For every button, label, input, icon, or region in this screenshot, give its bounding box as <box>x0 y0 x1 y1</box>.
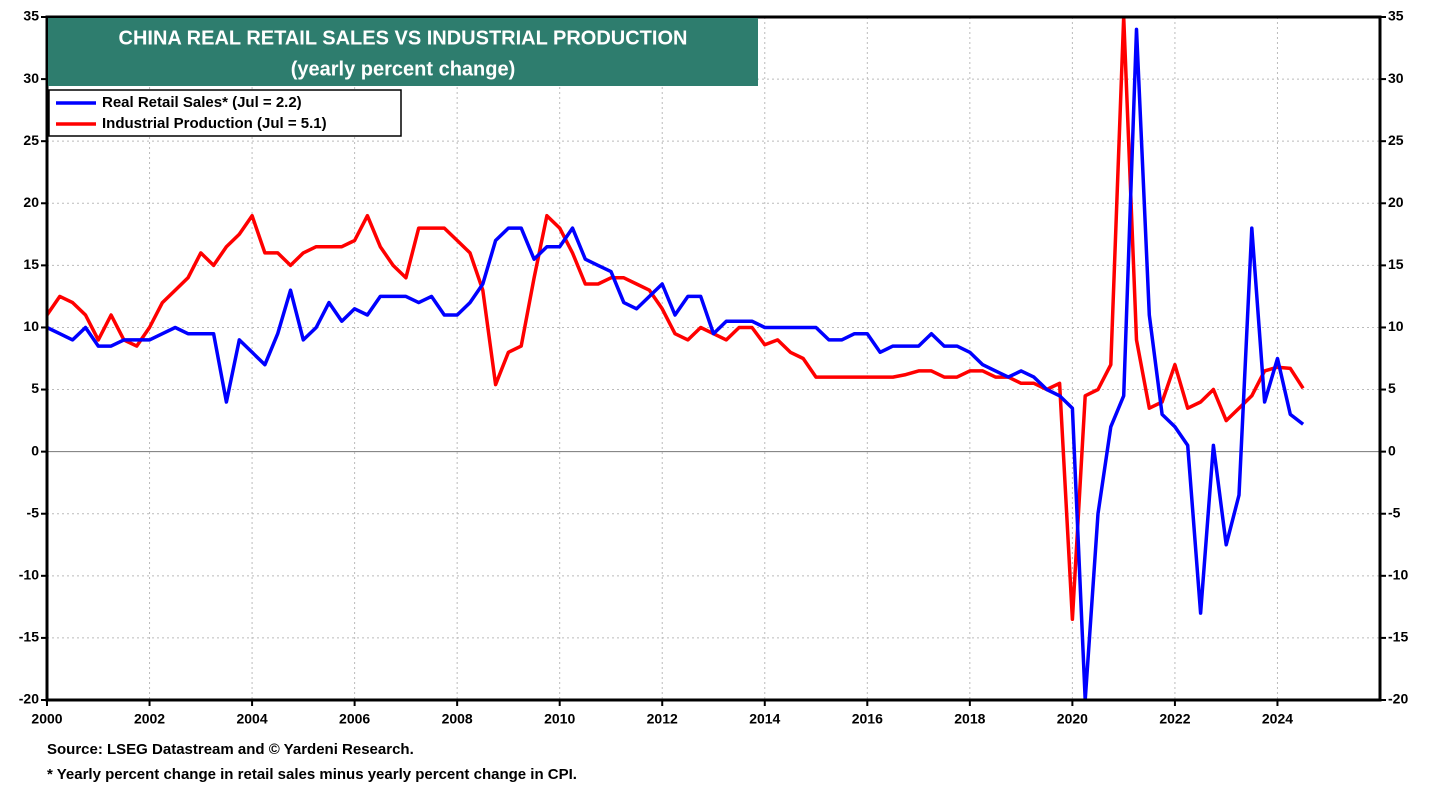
x-tick-label: 2020 <box>1057 711 1088 727</box>
y2-tick-label: 0 <box>1388 442 1396 458</box>
x-tick-label: 2024 <box>1262 711 1293 727</box>
y-tick-label: -5 <box>27 504 40 520</box>
x-tick-label: 2010 <box>544 711 575 727</box>
y2-tick-label: 5 <box>1388 380 1396 396</box>
y2-tick-label: 25 <box>1388 132 1404 148</box>
y2-tick-label: -20 <box>1388 691 1408 707</box>
y-tick-label: 20 <box>23 194 39 210</box>
y2-tick-label: -10 <box>1388 567 1408 583</box>
source-note: Source: LSEG Datastream and © Yardeni Re… <box>47 741 414 758</box>
y2-tick-label: 30 <box>1388 70 1404 86</box>
x-tick-label: 2016 <box>852 711 883 727</box>
x-tick-label: 2006 <box>339 711 370 727</box>
x-tick-label: 2014 <box>749 711 780 727</box>
y-tick-label: 35 <box>23 8 39 24</box>
y2-tick-label: 10 <box>1388 318 1404 334</box>
x-tick-label: 2012 <box>647 711 678 727</box>
y-tick-label: -10 <box>19 567 39 583</box>
footnote: * Yearly percent change in retail sales … <box>47 766 577 783</box>
y-tick-label: 15 <box>23 256 39 272</box>
y-tick-label: -15 <box>19 629 39 645</box>
x-tick-label: 2022 <box>1159 711 1190 727</box>
y-tick-label: 5 <box>31 380 39 396</box>
line-series <box>47 17 1305 622</box>
x-tick-label: 2004 <box>236 711 267 727</box>
y2-tick-label: -15 <box>1388 629 1408 645</box>
legend-box <box>48 89 402 137</box>
x-tick-label: 2018 <box>954 711 985 727</box>
x-tick-label: 2008 <box>442 711 473 727</box>
chart-title: CHINA REAL RETAIL SALES VS INDUSTRIAL PR… <box>119 27 688 49</box>
y2-tick-label: 15 <box>1388 256 1404 272</box>
legend-label: Real Retail Sales* (Jul = 2.2) <box>102 94 302 111</box>
chart-subtitle: (yearly percent change) <box>291 58 516 80</box>
legend-label: Industrial Production (Jul = 5.1) <box>102 115 327 132</box>
x-tick-label: 2000 <box>31 711 62 727</box>
y2-tick-label: 35 <box>1388 8 1404 24</box>
line-series <box>47 27 1305 700</box>
y-tick-label: 10 <box>23 318 39 334</box>
x-tick-label: 2002 <box>134 711 165 727</box>
plot-frame <box>45 15 1382 702</box>
y-tick-label: -20 <box>19 691 39 707</box>
y-tick-label: 30 <box>23 70 39 86</box>
y-tick-label: 25 <box>23 132 39 148</box>
y2-tick-label: 20 <box>1388 194 1404 210</box>
y2-tick-label: -5 <box>1388 504 1401 520</box>
y-tick-label: 0 <box>31 442 39 458</box>
title-box <box>48 18 758 86</box>
